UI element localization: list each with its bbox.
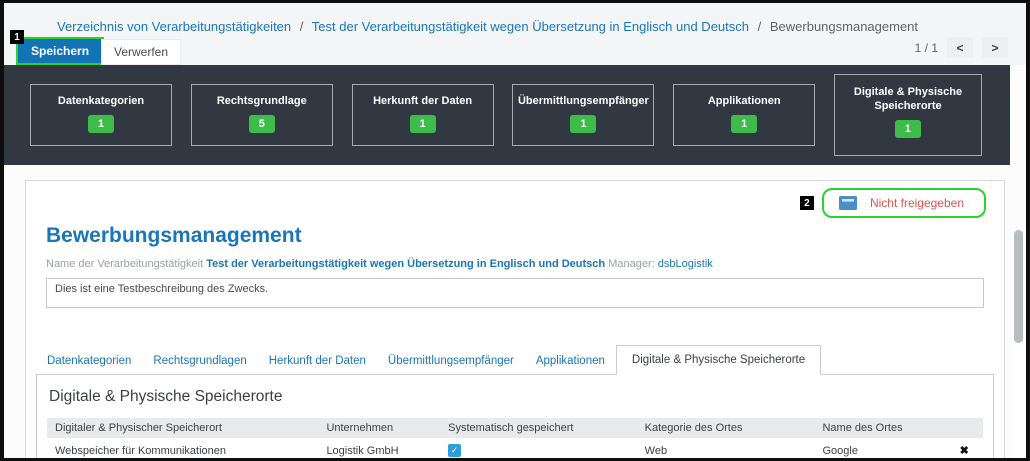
column-header-kategorie: Kategorie des Ortes [636,418,815,438]
speicherorte-table: Digitaler & Physischer Speicherort Unter… [47,418,983,458]
card-title: Datenkategorien [57,95,145,107]
count-badge: 5 [248,115,275,134]
breadcrumb-separator: / [299,19,304,34]
summary-card-uebermittlungsempfaenger[interactable]: Übermittlungsempfänger 1 [512,84,655,146]
summary-bar: Datenkategorien 1 Rechtsgrundlage 5 Herk… [4,65,1010,165]
save-button[interactable]: Speichern [15,37,105,65]
summary-card-applikationen[interactable]: Applikationen 1 [673,84,816,146]
status-row: 2 Nicht freigegeben [46,188,987,218]
breadcrumb-link-verarbeitungstaetigkeit[interactable]: Test der Verarbeitungstätigkeit wegen Üb… [311,19,749,34]
content-area: 2 Nicht freigegeben Bewerbungsmanagement… [4,165,1026,458]
count-badge: 1 [731,115,758,134]
count-badge: 1 [570,115,597,134]
cell-name[interactable]: Google [814,438,946,458]
pagination: 1 / 1 < > [915,37,1008,58]
archive-box-icon [838,196,857,210]
meta-name-value[interactable]: Test der Verarbeitungstätigkeit wegen Üb… [206,258,606,270]
status-label: Nicht freigegeben [869,196,964,210]
tab-bar: Datenkategorien Rechtsgrundlagen Herkunf… [36,345,994,375]
tab-datenkategorien[interactable]: Datenkategorien [36,348,142,374]
top-bar: Verzeichnis von Verarbeitungstätigkeiten… [4,3,1026,65]
column-header-actions [945,418,983,438]
tab-digitale-physische-speicherorte[interactable]: Digitale & Physische Speicherorte [615,345,822,375]
card-title: Übermittlungsempfänger [517,95,649,107]
tab-panel: Digitale & Physische Speicherorte Digita… [36,374,994,458]
count-badge: 1 [894,119,922,138]
meta-line: Name der Verarbeitungstätigkeit Test der… [46,258,984,270]
description-field[interactable]: Dies ist eine Testbeschreibung des Zweck… [46,278,984,308]
tab-herkunft-der-daten[interactable]: Herkunft der Daten [258,348,377,374]
tab-rechtsgrundlagen[interactable]: Rechtsgrundlagen [142,348,257,374]
page-title: Bewerbungsmanagement [46,224,302,247]
systematisch-gespeichert-checkbox[interactable]: ✓ [448,444,462,457]
section-title: Digitale & Physische Speicherorte [49,388,283,405]
release-status-button[interactable]: Nicht freigegeben [821,188,987,218]
scrollbar-thumb[interactable] [1014,230,1023,343]
count-badge: 1 [87,115,115,134]
vertical-scrollbar [1011,227,1026,458]
breadcrumb-separator: / [757,19,762,34]
meta-name-label: Name der Verarbeitungstätigkeit [46,258,204,270]
table-row: Webspeicher für Kommunikationen Logistik… [47,438,983,458]
tab-applikationen[interactable]: Applikationen [525,348,616,374]
cell-kategorie[interactable]: Web [636,438,815,458]
chevron-right-icon[interactable]: > [982,37,1008,58]
meta-manager-value[interactable]: dsbLogistik [657,258,713,270]
main-panel: 2 Nicht freigegeben Bewerbungsmanagement… [25,180,1005,458]
table-header-row: Digitaler & Physischer Speicherort Unter… [47,418,983,438]
cell-speicherort[interactable]: Webspeicher für Kommunikationen [47,438,319,458]
column-header-speicherort: Digitaler & Physischer Speicherort [47,418,319,438]
column-header-name: Name des Ortes [814,418,946,438]
summary-card-digitale-physische-speicherorte[interactable]: Digitale & Physische Speicherorte 1 [833,74,982,156]
breadcrumb-current: Bewerbungsmanagement [769,19,919,34]
column-header-systematisch: Systematisch gespeichert [440,418,637,438]
cell-unternehmen[interactable]: Logistik GmbH [318,438,441,458]
summary-card-datenkategorien[interactable]: Datenkategorien 1 [30,84,172,146]
count-badge: 1 [409,115,436,134]
column-header-unternehmen: Unternehmen [318,418,441,438]
summary-card-herkunft-der-daten[interactable]: Herkunft der Daten 1 [351,84,494,146]
card-title: Digitale & Physische Speicherorte [853,86,963,113]
breadcrumb: Verzeichnis von Verarbeitungstätigkeiten… [57,19,918,34]
chevron-left-icon[interactable]: < [947,37,973,58]
page-indicator: 1 / 1 [914,40,938,55]
card-title: Rechtsgrundlage [216,95,307,107]
summary-card-rechtsgrundlage[interactable]: Rechtsgrundlage 5 [190,84,333,146]
meta-manager-label: Manager: [608,258,655,270]
discard-button[interactable]: Verwerfen [101,39,182,65]
annotation-badge-2: 2 [799,196,814,210]
check-icon: ✓ [450,445,459,455]
breadcrumb-link-verzeichnis[interactable]: Verzeichnis von Verarbeitungstätigkeiten [57,19,292,34]
tab-uebermittlungsempfaenger[interactable]: Übermittlungsempfänger [377,348,525,374]
delete-row-icon[interactable]: ✖ [959,445,969,457]
card-title: Applikationen [707,95,781,107]
annotation-badge-1: 1 [10,30,24,44]
card-title: Herkunft der Daten [373,95,473,107]
